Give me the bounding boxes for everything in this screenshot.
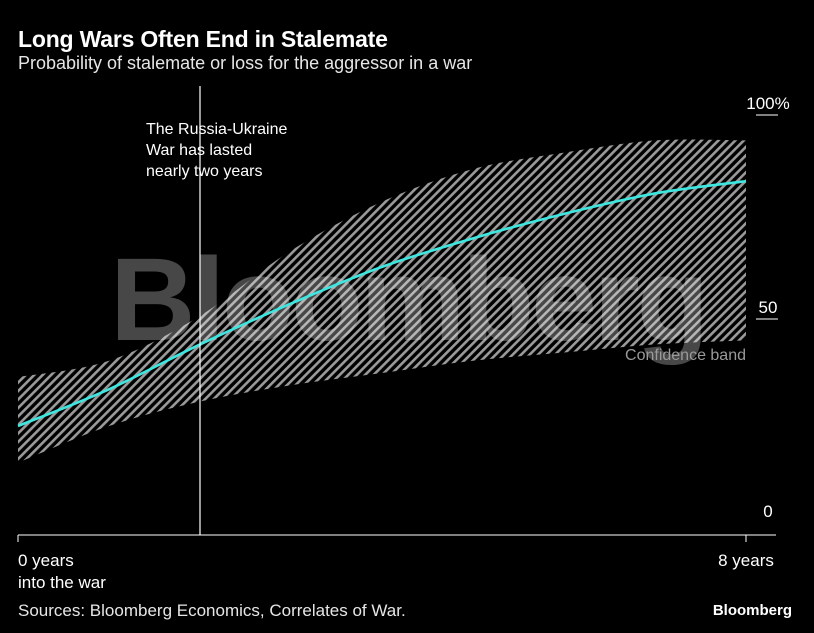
y-tick-label: 100% — [746, 94, 789, 113]
annotation-line: War has lasted — [146, 142, 253, 159]
chart-subtitle: Probability of stalemate or loss for the… — [18, 53, 473, 73]
watermark: Bloomberg — [110, 234, 706, 366]
x-tick-label: 8 years — [718, 551, 774, 570]
annotation-line: The Russia-Ukraine — [146, 121, 288, 138]
band-label: Confidence band — [625, 347, 746, 364]
series-line — [17, 179, 747, 428]
annotation-text: The Russia-Ukraine War has lasted nearly… — [146, 119, 287, 182]
y-tick-label: 50 — [759, 298, 778, 317]
brand-logo-text: Bloomberg — [712, 602, 792, 619]
x-tick-label: into the war — [18, 573, 106, 592]
source-note: Sources: Bloomberg Economics, Correlates… — [18, 601, 406, 620]
y-tick-label: 0 — [763, 502, 772, 521]
annotation-line: nearly two years — [146, 163, 263, 180]
x-tick-label: 0 years — [18, 551, 74, 570]
chart-title: Long Wars Often End in Stalemate — [18, 26, 388, 52]
